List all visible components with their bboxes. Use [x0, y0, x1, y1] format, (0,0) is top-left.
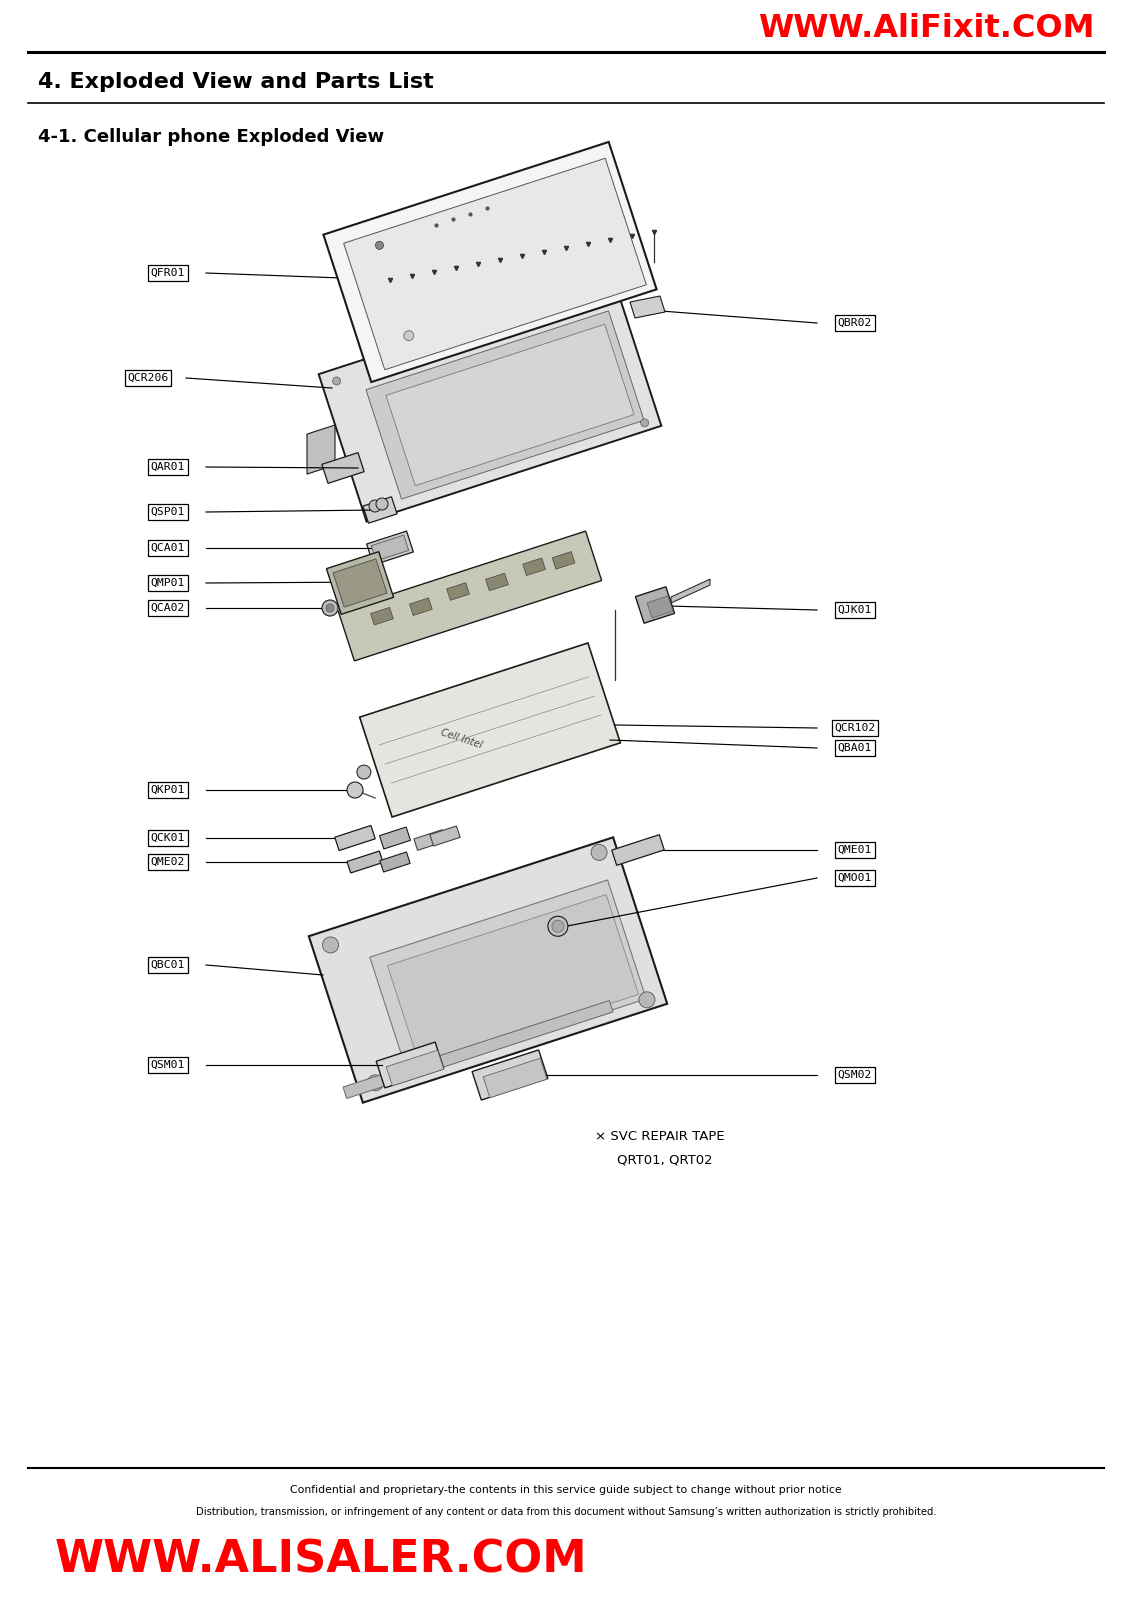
Circle shape [376, 242, 384, 250]
Polygon shape [410, 597, 432, 615]
Polygon shape [309, 837, 667, 1103]
Polygon shape [414, 829, 446, 850]
Polygon shape [307, 424, 335, 474]
Circle shape [348, 781, 363, 797]
Polygon shape [430, 826, 461, 845]
Circle shape [369, 500, 381, 512]
Polygon shape [348, 852, 383, 873]
Circle shape [323, 937, 338, 953]
Polygon shape [366, 311, 644, 500]
Polygon shape [324, 142, 657, 383]
Text: × SVC REPAIR TAPE: × SVC REPAIR TAPE [595, 1130, 724, 1143]
Text: QCR206: QCR206 [128, 373, 169, 383]
Polygon shape [370, 607, 393, 624]
Polygon shape [371, 535, 409, 560]
Polygon shape [483, 1058, 547, 1098]
Text: Cell Intel: Cell Intel [439, 728, 483, 751]
Circle shape [374, 501, 381, 509]
Polygon shape [335, 826, 375, 850]
Text: QCK01: QCK01 [151, 833, 186, 844]
Polygon shape [321, 453, 365, 484]
Circle shape [404, 331, 414, 341]
Polygon shape [648, 596, 672, 618]
Polygon shape [552, 552, 575, 568]
Text: Confidential and proprietary-the contents in this service guide subject to chang: Confidential and proprietary-the content… [290, 1486, 842, 1495]
Text: QSP01: QSP01 [151, 508, 186, 517]
Polygon shape [611, 834, 664, 865]
Polygon shape [379, 828, 411, 849]
Polygon shape [671, 580, 710, 604]
Polygon shape [380, 852, 410, 873]
Polygon shape [333, 559, 387, 607]
Text: 4. Exploded View and Parts List: 4. Exploded View and Parts List [38, 72, 434, 91]
Text: QFR01: QFR01 [151, 267, 186, 279]
Text: QCR102: QCR102 [834, 724, 876, 733]
Text: QMO01: QMO01 [838, 873, 872, 884]
Polygon shape [472, 1050, 548, 1100]
Text: QRT01, QRT02: QRT01, QRT02 [617, 1153, 713, 1166]
Polygon shape [326, 552, 394, 615]
Polygon shape [343, 1001, 614, 1098]
Text: WWW.ALISALER.COM: WWW.ALISALER.COM [55, 1539, 588, 1582]
Text: QMP01: QMP01 [151, 578, 186, 588]
Polygon shape [523, 559, 546, 575]
Polygon shape [387, 895, 638, 1066]
Circle shape [333, 376, 341, 384]
Text: QME02: QME02 [151, 857, 186, 868]
Circle shape [368, 1074, 384, 1090]
Circle shape [552, 921, 564, 932]
Polygon shape [376, 1042, 444, 1089]
Circle shape [357, 765, 371, 780]
Text: QCA02: QCA02 [151, 604, 186, 613]
Circle shape [376, 498, 388, 511]
Text: Distribution, transmission, or infringement of any content or data from this doc: Distribution, transmission, or infringem… [196, 1507, 936, 1518]
Text: QME01: QME01 [838, 845, 872, 855]
Circle shape [548, 916, 568, 937]
Text: QJK01: QJK01 [838, 605, 872, 615]
Polygon shape [486, 573, 508, 591]
Polygon shape [367, 532, 413, 565]
Text: QSM01: QSM01 [151, 1060, 186, 1069]
Circle shape [591, 844, 607, 860]
Text: QSM02: QSM02 [838, 1069, 872, 1081]
Text: QBC01: QBC01 [151, 961, 186, 970]
Polygon shape [386, 325, 634, 485]
Text: WWW.AliFixit.COM: WWW.AliFixit.COM [758, 13, 1095, 43]
Circle shape [598, 287, 606, 295]
Polygon shape [635, 586, 675, 623]
Text: QCA01: QCA01 [151, 543, 186, 552]
Polygon shape [370, 881, 646, 1076]
Polygon shape [318, 279, 661, 522]
Polygon shape [360, 644, 620, 817]
Polygon shape [631, 296, 664, 319]
Text: QBR02: QBR02 [838, 319, 872, 328]
Polygon shape [344, 158, 646, 370]
Polygon shape [447, 583, 470, 600]
Polygon shape [338, 532, 602, 661]
Text: QKP01: QKP01 [151, 784, 186, 796]
Text: QBA01: QBA01 [838, 743, 872, 752]
Polygon shape [386, 1050, 444, 1085]
Polygon shape [363, 496, 397, 524]
Text: 4-1. Cellular phone Exploded View: 4-1. Cellular phone Exploded View [38, 128, 384, 146]
Circle shape [321, 600, 338, 616]
Circle shape [638, 993, 655, 1007]
Circle shape [326, 604, 334, 612]
Text: QAR01: QAR01 [151, 463, 186, 472]
Circle shape [641, 419, 649, 427]
